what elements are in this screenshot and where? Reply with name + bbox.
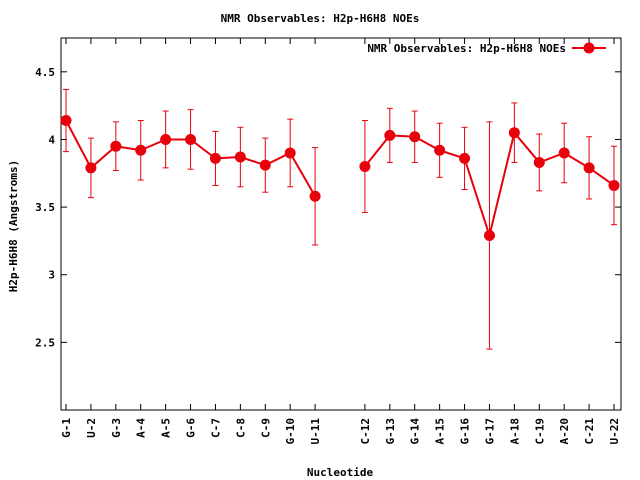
x-tick-label: A-4	[135, 418, 148, 438]
x-tick-label: G-16	[459, 418, 472, 445]
x-tick-label: G-10	[284, 418, 297, 445]
x-tick-label: G-13	[384, 418, 397, 445]
x-tick-label: G-1	[60, 418, 73, 438]
x-tick-label: G-6	[185, 418, 198, 438]
x-tick-label: C-7	[209, 418, 222, 438]
data-points	[60, 115, 620, 241]
data-point	[110, 140, 122, 152]
y-tick-label: 2.5	[35, 336, 55, 349]
x-tick-label: G-14	[409, 418, 422, 445]
x-tick-label: C-12	[359, 418, 372, 445]
data-point	[558, 147, 570, 159]
x-tick-label: A-5	[160, 418, 173, 438]
data-point	[284, 147, 296, 159]
data-point	[209, 152, 221, 164]
x-tick-label: A-18	[508, 418, 521, 445]
data-point	[459, 152, 471, 164]
data-point	[234, 151, 246, 163]
x-tick-label: G-3	[110, 418, 123, 438]
x-tick-label: U-22	[608, 418, 621, 445]
x-tick-label: A-15	[434, 418, 447, 445]
data-point	[508, 127, 520, 139]
x-axis-label: Nucleotide	[307, 466, 374, 479]
legend-marker	[583, 42, 595, 54]
x-tick-label: U-11	[309, 418, 322, 445]
y-tick-label: 3.5	[35, 201, 55, 214]
x-tick-label: C-9	[259, 418, 272, 438]
data-point	[533, 156, 545, 168]
y-tick-label: 3	[48, 269, 55, 282]
y-tick-label: 4	[48, 133, 55, 146]
data-point	[309, 190, 321, 202]
axis-ticks: 2.5 3 3.5 4 4.5 G-1 U-2 G-3 A-4 A-5 G-6 C-7 C-8 C-9 G-…	[35, 38, 621, 445]
chart-title: NMR Observables: H2p-H6H8 NOEs	[221, 12, 420, 25]
data-point	[359, 161, 371, 173]
y-tick-label: 4.5	[35, 66, 55, 79]
series-lines	[65, 120, 615, 240]
x-tick-label: A-20	[558, 418, 571, 445]
x-tick-label: C-21	[583, 418, 596, 445]
x-tick-label: U-2	[85, 418, 98, 438]
data-point	[160, 133, 172, 145]
data-point	[185, 133, 197, 145]
x-tick-label: C-19	[533, 418, 546, 445]
data-point	[135, 144, 147, 156]
data-point	[60, 115, 72, 127]
error-bars	[63, 88, 617, 350]
data-point	[384, 129, 396, 141]
plot-frame	[60, 37, 622, 411]
x-tick-label: C-8	[234, 418, 247, 438]
data-point	[409, 131, 421, 143]
legend: NMR Observables: H2p-H6H8 NOEs	[367, 42, 606, 55]
data-point	[434, 144, 446, 156]
legend-label: NMR Observables: H2p-H6H8 NOEs	[367, 42, 566, 55]
data-point	[259, 159, 271, 171]
data-point	[483, 229, 495, 241]
x-tick-label: G-17	[483, 418, 496, 445]
data-point	[583, 162, 595, 174]
data-point	[608, 179, 620, 191]
y-axis-label: H2p-H6H8 (Angstroms)	[7, 160, 20, 292]
data-point	[85, 162, 97, 174]
